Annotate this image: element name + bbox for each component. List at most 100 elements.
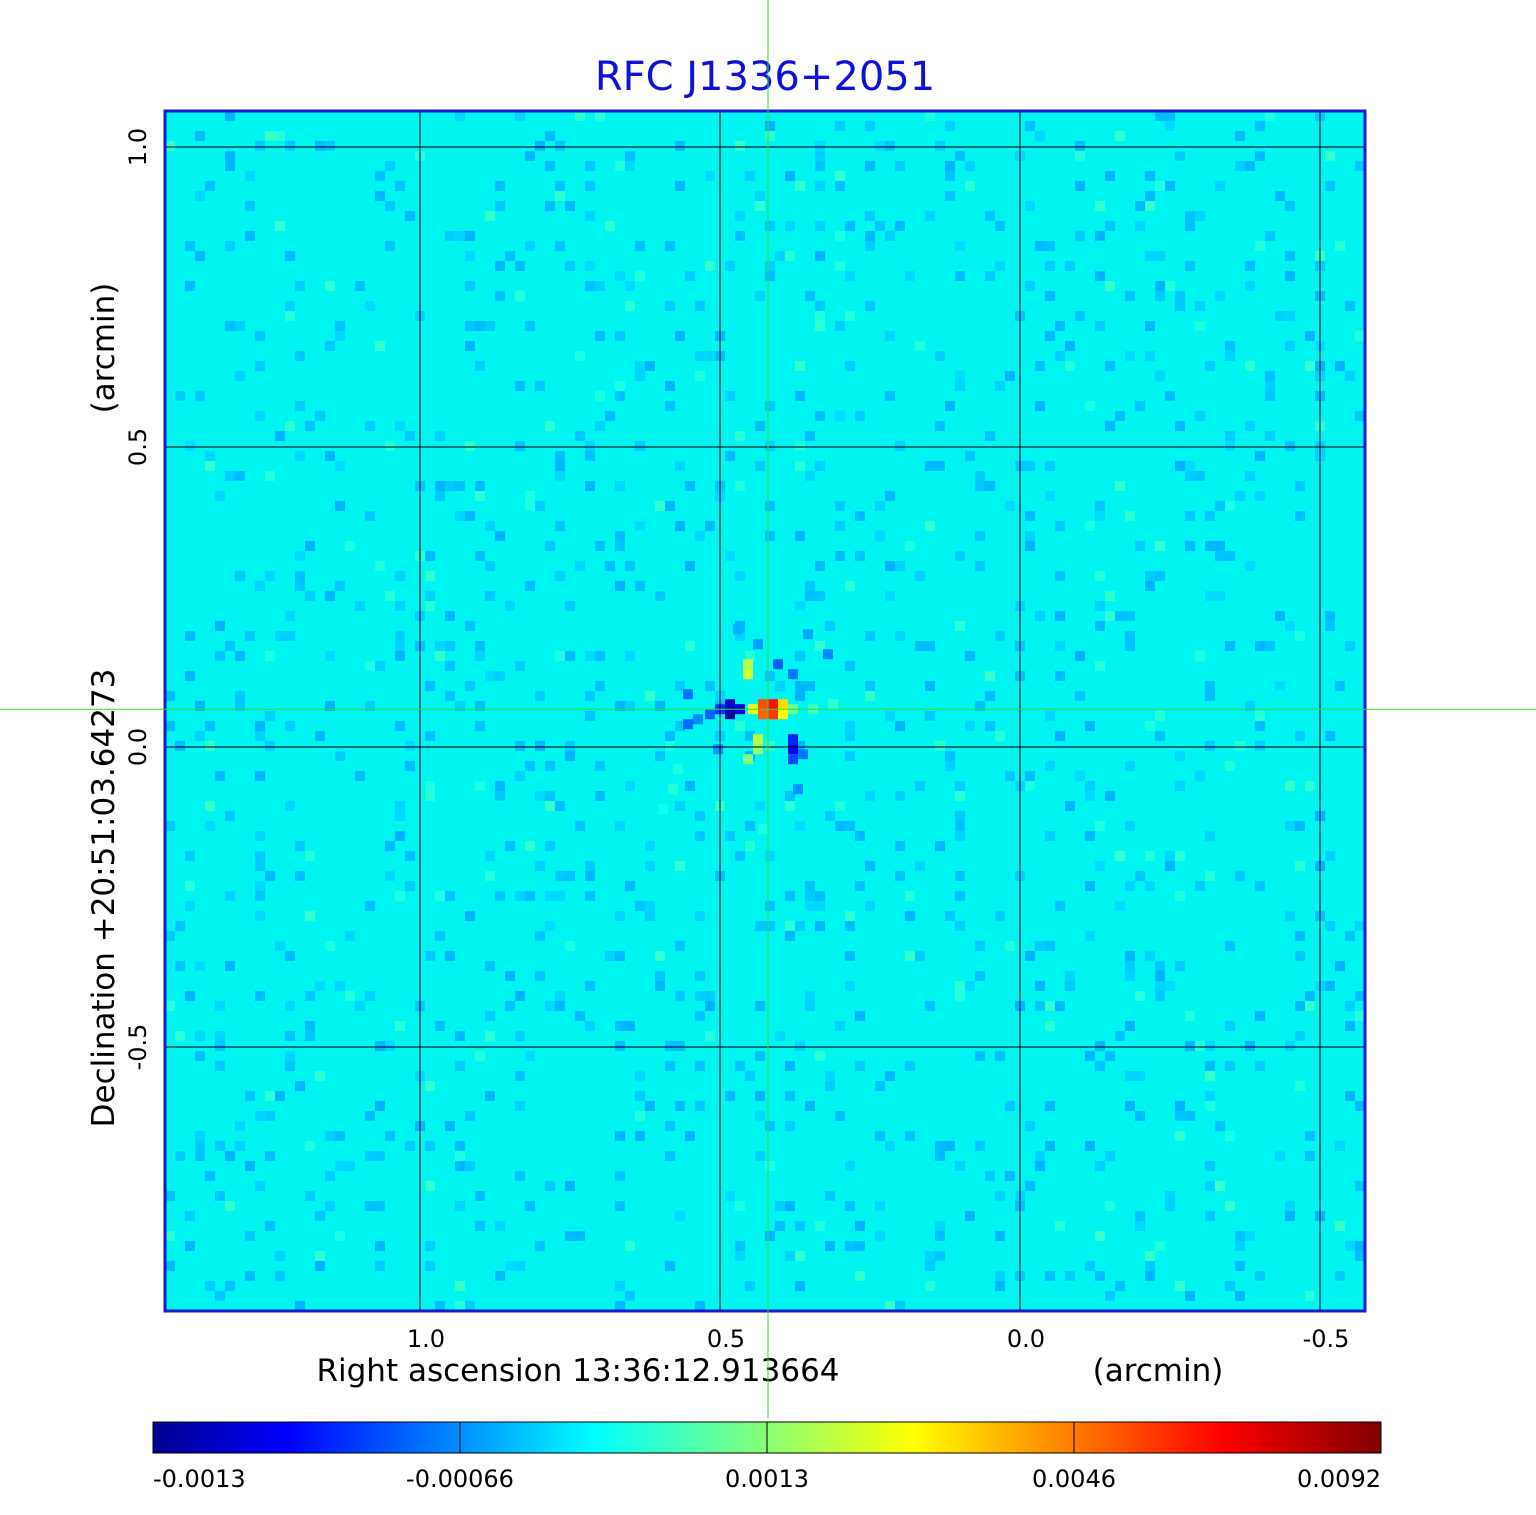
sky-pixel [1225,551,1235,561]
sky-pixel [1045,711,1055,721]
sky-pixel [995,261,1005,271]
sky-pixel [1265,641,1275,651]
sky-pixel [765,261,775,271]
crosshair [0,0,1536,1418]
sky-pixel [445,661,455,671]
sky-pixel [975,561,985,571]
sky-pixel [625,651,635,661]
sky-pixel [515,661,525,671]
sky-pixel [845,911,855,921]
sky-pixel [1235,871,1245,881]
source-pixel [778,699,788,710]
sky-pixel [1265,371,1275,381]
sky-pixel [1135,221,1145,231]
sky-pixel [575,561,585,571]
sky-pixel [765,131,775,141]
sky-pixel [865,121,875,131]
sky-pixel [1295,931,1305,941]
sky-pixel [815,301,825,311]
sky-pixel [1335,241,1345,251]
sky-pixel [775,1221,785,1231]
sky-pixel [215,1041,225,1051]
sky-pixel [345,931,355,941]
sky-pixel [615,1131,625,1141]
sky-pixel [555,801,565,811]
sky-pixel [245,171,255,181]
sky-pixel [885,1071,895,1081]
sky-pixel [885,141,895,151]
sky-pixel [855,1241,865,1251]
sky-pixel [865,861,875,871]
sky-pixel [995,1051,1005,1061]
sky-pixel [225,111,235,121]
sky-pixel [1085,791,1095,801]
sky-pixel [195,961,205,971]
sky-pixel [475,491,485,501]
sky-pixel [1345,301,1355,311]
sky-pixel [195,701,205,711]
sky-pixel [625,1241,635,1251]
sky-pixel [1165,1201,1175,1211]
sky-pixel [755,191,765,201]
sky-pixel [665,1151,675,1161]
sky-pixel [495,1221,505,1231]
source-emission [658,624,838,835]
sky-pixel [995,221,1005,231]
sky-pixel [915,641,925,651]
sky-pixel [375,1201,385,1211]
sky-pixel [695,991,705,1001]
sky-pixel [1155,181,1165,191]
sky-pixel [575,351,585,361]
sky-pixel [635,1071,645,1081]
sky-pixel [515,991,525,1001]
sky-pixel [1325,151,1335,161]
sky-pixel [1325,181,1335,191]
sky-pixel [675,1041,685,1051]
sky-pixel [585,481,595,491]
sky-pixel [815,161,825,171]
sky-pixel [545,761,555,771]
sky-pixel [625,301,635,311]
sky-pixel [995,911,1005,921]
sky-pixel [325,451,335,461]
sky-pixel [315,1261,325,1271]
sky-pixel [375,1261,385,1271]
sky-pixel [1115,1031,1125,1041]
y-tick-label: 0.0 [124,728,152,766]
sky-pixel [215,491,225,501]
sky-pixel [925,1001,935,1011]
sky-pixel [275,221,285,231]
sky-pixel [485,871,495,881]
sky-pixel [275,1091,285,1101]
sky-pixel [475,641,485,651]
sky-pixel [1355,991,1365,1001]
sky-pixel [835,231,845,241]
sky-pixel [265,1221,275,1231]
sky-pixel [815,181,825,191]
sky-pixel [555,651,565,661]
sky-pixel [255,331,265,341]
sky-pixel [395,631,405,641]
sky-pixel [845,731,855,741]
sky-pixel [855,411,865,421]
sky-pixel [325,1131,335,1141]
sky-pixel [525,501,535,511]
sky-pixel [425,1141,435,1151]
sky-pixel [1035,611,1045,621]
sky-pixel [755,291,765,301]
sky-pixel [735,631,745,641]
sky-pixel [265,471,275,481]
sky-pixel [615,821,625,831]
sky-pixel [325,1201,335,1211]
sky-pixel [495,891,505,901]
sky-pixel [895,221,905,231]
sky-pixel [1185,1011,1195,1021]
sky-pixel [1345,641,1355,651]
x-tick-labels: 1.0 0.5 0.0 -0.5 [407,1325,1350,1353]
sky-pixel [1125,1071,1135,1081]
sky-pixel [1125,1101,1135,1111]
sky-pixel [495,181,505,191]
sky-pixel [1165,281,1175,291]
sky-pixel [1085,1141,1095,1151]
sky-pixel [1135,201,1145,211]
